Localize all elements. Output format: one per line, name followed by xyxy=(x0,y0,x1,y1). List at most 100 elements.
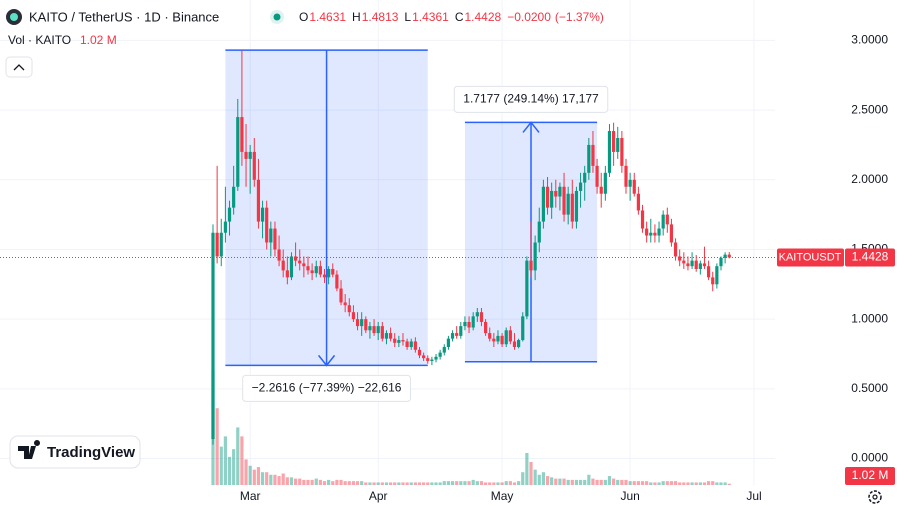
volume-bar xyxy=(335,479,339,485)
candle-body xyxy=(719,257,723,267)
candle-body xyxy=(322,274,327,278)
candle-body xyxy=(669,224,674,243)
candle-body xyxy=(459,326,463,336)
measure-label-box xyxy=(242,374,411,402)
collapse-button[interactable] xyxy=(5,56,33,78)
volume-bar xyxy=(322,481,327,485)
candle-body xyxy=(343,302,347,306)
volume-bar xyxy=(252,469,256,485)
volume-bar xyxy=(327,479,331,485)
candle-body xyxy=(723,254,727,258)
candle-body xyxy=(570,193,574,222)
volume-bar xyxy=(533,469,537,485)
volume-bar xyxy=(236,427,240,485)
candle-body xyxy=(587,144,591,173)
candle-body xyxy=(397,340,401,343)
y-tick-label: 0.5000 xyxy=(851,381,888,395)
volume-bar xyxy=(632,481,636,485)
volume-bar xyxy=(269,474,273,485)
candle-body xyxy=(578,182,583,191)
candle-body xyxy=(211,232,215,440)
volume-bar xyxy=(426,482,430,485)
ohlc-value: 1.4361 xyxy=(412,10,449,24)
volume-bar xyxy=(529,461,533,485)
candle-body xyxy=(640,210,645,229)
overlay-layer: 0.00000.50001.00001.50002.00002.50003.00… xyxy=(0,33,895,503)
volume-bar xyxy=(504,481,508,485)
candle-body xyxy=(483,321,488,334)
volume-bar xyxy=(653,482,657,485)
x-tick-label: Mar xyxy=(240,489,261,503)
settings-icon-center xyxy=(872,494,878,500)
volume-bar xyxy=(256,467,261,485)
volume-bar xyxy=(607,476,612,485)
candle-body xyxy=(554,190,558,197)
volume-bar xyxy=(694,482,698,485)
volume-bar xyxy=(570,479,574,485)
volume-bar xyxy=(467,481,471,485)
settings-icon[interactable] xyxy=(868,490,882,504)
ohlc-prefix: L xyxy=(404,10,411,24)
volume-bar xyxy=(566,479,570,485)
candle-body xyxy=(405,341,409,348)
volume-bar xyxy=(603,479,607,485)
x-tick-label: Jul xyxy=(746,489,761,503)
candle-body xyxy=(240,117,244,152)
candle-body xyxy=(562,186,566,215)
volume-tag-text: 1.02 M xyxy=(852,468,889,482)
candle-body xyxy=(550,190,554,208)
volume-bar xyxy=(686,482,690,485)
volume-bar xyxy=(339,479,343,485)
candle-body xyxy=(244,151,248,159)
candle-body xyxy=(678,256,682,261)
candle-body xyxy=(376,326,380,334)
candle-body xyxy=(467,321,471,328)
volume-bar xyxy=(434,482,438,485)
candle-body xyxy=(285,270,289,278)
watermark-box[interactable] xyxy=(9,435,141,469)
candle-body xyxy=(339,288,343,303)
candle-body xyxy=(223,221,227,233)
volume-bar xyxy=(442,481,446,485)
volume-bar xyxy=(525,453,529,485)
candle-body xyxy=(612,131,616,152)
volume-bar xyxy=(707,481,711,485)
volume-bar xyxy=(508,481,512,485)
volume-bar xyxy=(500,482,504,485)
volume-bar xyxy=(512,482,517,485)
candle-body xyxy=(541,186,545,222)
watermark-logo xyxy=(18,439,41,459)
volume-bar xyxy=(388,482,393,485)
measure-arrowhead xyxy=(317,354,336,367)
candle-body xyxy=(302,263,306,267)
volume-bar xyxy=(545,476,550,485)
candle-body xyxy=(269,228,273,243)
candle-body xyxy=(566,193,570,215)
volume-bar xyxy=(384,482,389,485)
candle-body xyxy=(545,186,550,208)
candle-body xyxy=(624,165,628,187)
volume-bar xyxy=(223,436,227,485)
volume-bar xyxy=(471,479,475,485)
ohlc-value: 1.4428 xyxy=(464,10,501,24)
volume-bar xyxy=(483,482,488,485)
candle-body xyxy=(388,333,393,339)
x-tick-label: Apr xyxy=(369,489,388,503)
volume-bar xyxy=(550,477,554,485)
volume-bar xyxy=(351,481,356,485)
volume-bar xyxy=(645,481,649,485)
candle-body xyxy=(620,137,624,166)
volume-bar xyxy=(360,481,364,485)
candle-body xyxy=(219,232,223,257)
candle-body xyxy=(690,260,694,267)
volume-bar xyxy=(302,479,306,485)
volume-bar xyxy=(669,481,674,485)
candle-body xyxy=(657,228,661,236)
volume-bar xyxy=(438,482,442,485)
candle-body xyxy=(422,355,426,359)
candle-body xyxy=(686,263,690,267)
candle-body xyxy=(256,179,261,222)
symbol-tag xyxy=(777,248,844,267)
candle-body xyxy=(607,131,612,173)
volume-bar xyxy=(446,481,451,485)
